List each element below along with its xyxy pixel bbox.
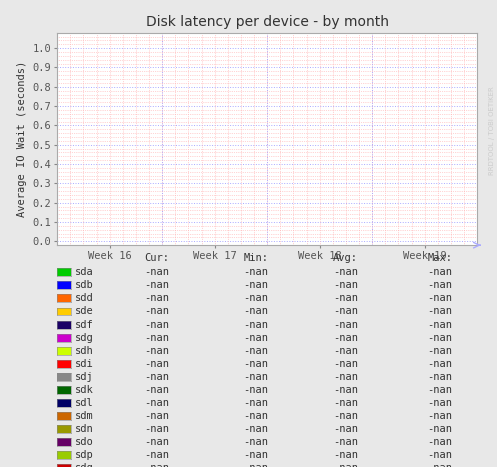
Text: -nan: -nan <box>144 319 169 330</box>
Text: -nan: -nan <box>244 437 268 447</box>
Text: -nan: -nan <box>244 333 268 343</box>
Text: -nan: -nan <box>333 319 358 330</box>
Text: -nan: -nan <box>333 346 358 356</box>
Text: -nan: -nan <box>144 385 169 395</box>
Text: sdj: sdj <box>75 372 94 382</box>
Text: -nan: -nan <box>427 293 452 304</box>
Text: -nan: -nan <box>333 333 358 343</box>
Text: sdl: sdl <box>75 398 94 408</box>
Text: -nan: -nan <box>244 267 268 277</box>
Text: sdb: sdb <box>75 280 94 290</box>
Title: Disk latency per device - by month: Disk latency per device - by month <box>146 15 389 29</box>
Text: -nan: -nan <box>333 385 358 395</box>
Text: -nan: -nan <box>427 319 452 330</box>
Text: -nan: -nan <box>244 306 268 317</box>
Text: -nan: -nan <box>427 372 452 382</box>
Text: -nan: -nan <box>427 385 452 395</box>
Text: Min:: Min: <box>244 253 268 263</box>
Text: -nan: -nan <box>244 372 268 382</box>
Text: -nan: -nan <box>333 293 358 304</box>
Text: -nan: -nan <box>244 346 268 356</box>
Text: sde: sde <box>75 306 94 317</box>
Text: -nan: -nan <box>244 398 268 408</box>
Text: -nan: -nan <box>144 306 169 317</box>
Text: -nan: -nan <box>427 398 452 408</box>
Text: -nan: -nan <box>427 437 452 447</box>
Text: -nan: -nan <box>427 450 452 460</box>
Text: -nan: -nan <box>244 424 268 434</box>
Text: -nan: -nan <box>427 359 452 369</box>
Text: -nan: -nan <box>333 424 358 434</box>
Text: -nan: -nan <box>427 411 452 421</box>
Text: -nan: -nan <box>244 463 268 467</box>
Text: -nan: -nan <box>333 450 358 460</box>
Text: -nan: -nan <box>144 267 169 277</box>
Text: Max:: Max: <box>427 253 452 263</box>
Text: -nan: -nan <box>144 333 169 343</box>
Text: -nan: -nan <box>144 450 169 460</box>
Text: -nan: -nan <box>144 411 169 421</box>
Text: sdi: sdi <box>75 359 94 369</box>
Text: -nan: -nan <box>144 359 169 369</box>
Text: -nan: -nan <box>333 359 358 369</box>
Text: sdm: sdm <box>75 411 94 421</box>
Text: -nan: -nan <box>427 424 452 434</box>
Text: -nan: -nan <box>144 280 169 290</box>
Y-axis label: Average IO Wait (seconds): Average IO Wait (seconds) <box>17 61 27 217</box>
Text: sdn: sdn <box>75 424 94 434</box>
Text: -nan: -nan <box>333 463 358 467</box>
Text: -nan: -nan <box>333 372 358 382</box>
Text: sdk: sdk <box>75 385 94 395</box>
Text: -nan: -nan <box>333 398 358 408</box>
Text: -nan: -nan <box>144 293 169 304</box>
Text: -nan: -nan <box>244 359 268 369</box>
Text: -nan: -nan <box>144 463 169 467</box>
Text: sdf: sdf <box>75 319 94 330</box>
Text: -nan: -nan <box>244 450 268 460</box>
Text: RRDTOOL / TOBI OETIKER: RRDTOOL / TOBI OETIKER <box>489 86 495 175</box>
Text: -nan: -nan <box>144 346 169 356</box>
Text: sda: sda <box>75 267 94 277</box>
Text: sdp: sdp <box>75 450 94 460</box>
Text: -nan: -nan <box>427 333 452 343</box>
Text: -nan: -nan <box>333 437 358 447</box>
Text: -nan: -nan <box>333 267 358 277</box>
Text: sdd: sdd <box>75 293 94 304</box>
Text: -nan: -nan <box>144 424 169 434</box>
Text: -nan: -nan <box>333 280 358 290</box>
Text: -nan: -nan <box>144 372 169 382</box>
Text: sdh: sdh <box>75 346 94 356</box>
Text: -nan: -nan <box>144 398 169 408</box>
Text: -nan: -nan <box>244 411 268 421</box>
Text: sdg: sdg <box>75 333 94 343</box>
Text: -nan: -nan <box>427 280 452 290</box>
Text: sdo: sdo <box>75 437 94 447</box>
Text: -nan: -nan <box>244 280 268 290</box>
Text: -nan: -nan <box>244 319 268 330</box>
Text: -nan: -nan <box>427 346 452 356</box>
Text: -nan: -nan <box>333 306 358 317</box>
Text: -nan: -nan <box>427 306 452 317</box>
Text: Cur:: Cur: <box>144 253 169 263</box>
Text: -nan: -nan <box>144 437 169 447</box>
Text: -nan: -nan <box>427 267 452 277</box>
Text: -nan: -nan <box>244 385 268 395</box>
Text: -nan: -nan <box>244 293 268 304</box>
Text: -nan: -nan <box>333 411 358 421</box>
Text: -nan: -nan <box>427 463 452 467</box>
Text: Avg:: Avg: <box>333 253 358 263</box>
Text: sdq: sdq <box>75 463 94 467</box>
